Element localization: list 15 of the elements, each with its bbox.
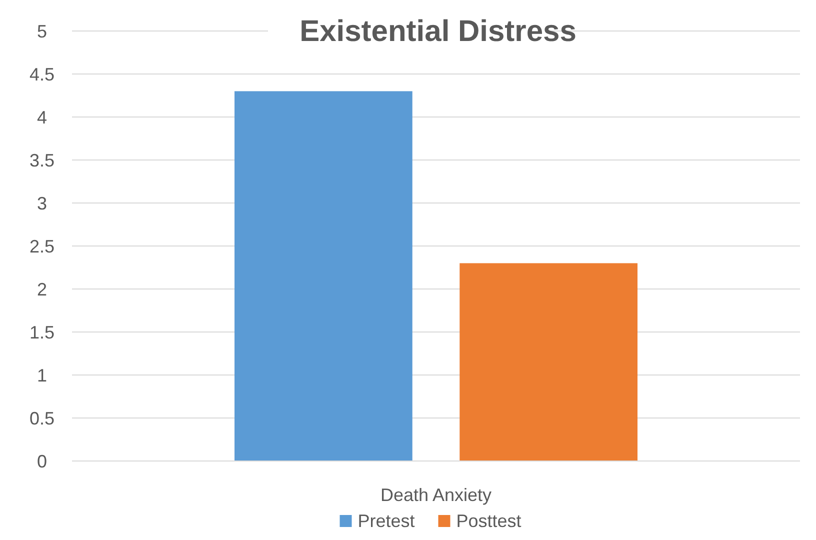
y-tick-label: 3.5 — [29, 150, 55, 170]
y-tick-label: 3 — [36, 193, 48, 214]
legend-label: Posttest — [456, 511, 522, 531]
y-tick-label: 2 — [36, 279, 48, 300]
y-tick-label: 1.5 — [29, 322, 55, 342]
legend-label: Pretest — [358, 511, 415, 531]
chart-title: Existential Distress — [300, 15, 576, 48]
y-tick-label: 0.5 — [29, 408, 55, 428]
y-tick-label: 4 — [36, 107, 48, 128]
y-tick-label: 5 — [36, 21, 48, 42]
y-tick-label: 1 — [36, 365, 48, 386]
y-tick-label: 2.5 — [29, 236, 55, 256]
y-tick-label: 0 — [36, 451, 48, 472]
y-tick-label: 4.5 — [29, 64, 55, 84]
x-tick-label: Death Anxiety — [380, 485, 492, 505]
